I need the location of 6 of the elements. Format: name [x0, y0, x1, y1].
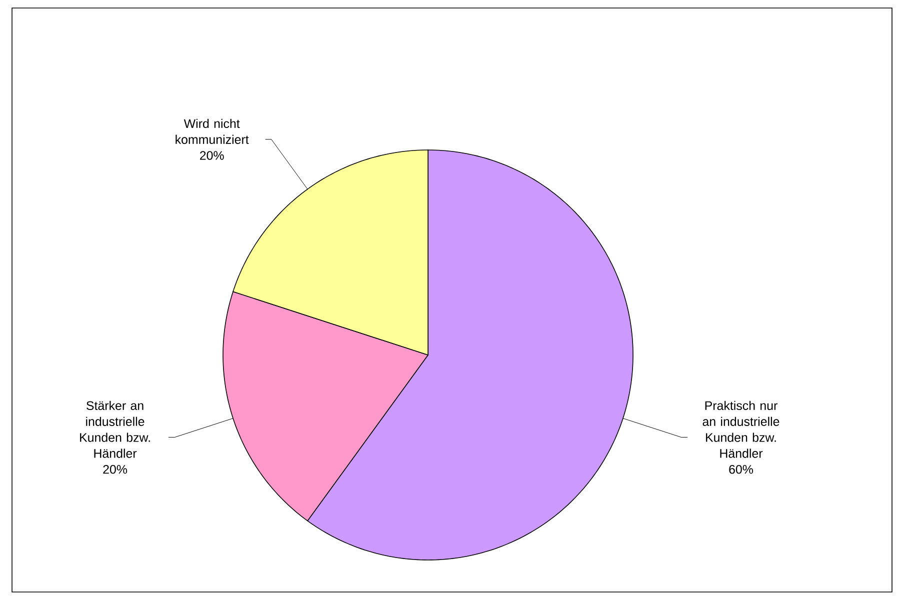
data-label: 60% [729, 464, 754, 474]
slice-label: Stärker an industrielle Kunden bzw. Händler [80, 400, 150, 458]
slice-label: Wird nicht kommuniziert [176, 118, 249, 144]
slice-label: Praktisch nur an industrielle Kunden bzw. Händler [702, 400, 780, 458]
data-label: 20% [103, 464, 128, 474]
data-label: 20% [200, 151, 224, 160]
